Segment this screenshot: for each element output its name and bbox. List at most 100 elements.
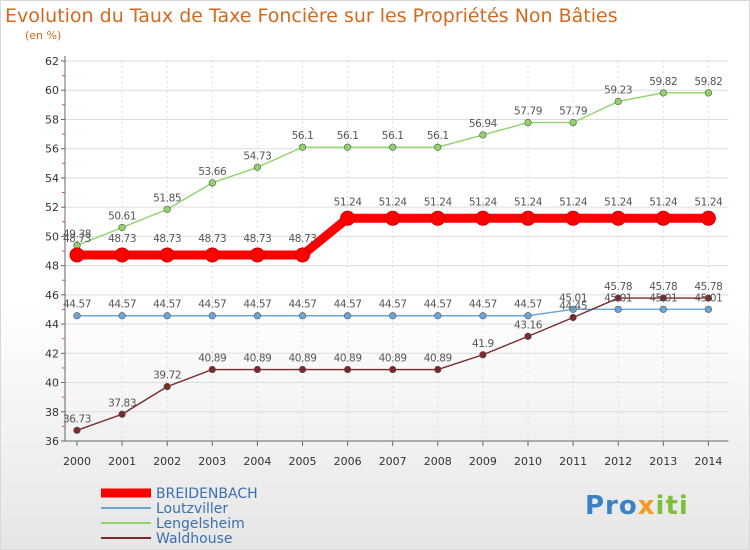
data-label-loutzviller-2008: 44.57 — [424, 299, 452, 311]
x-tick-label-2012: 2012 — [604, 455, 632, 468]
point-loutzviller-2002 — [163, 312, 171, 320]
point-lengelsheim-2001 — [118, 223, 126, 232]
point-breidenbach-2003 — [204, 247, 220, 263]
data-label-waldhouse-2006: 40.89 — [334, 353, 362, 365]
data-label-lengelsheim-2009: 56.94 — [469, 118, 498, 130]
y-tick-label-60: 60 — [45, 84, 59, 97]
data-label-loutzviller-2014: 45.01 — [694, 292, 722, 304]
x-tick-label-2001: 2001 — [108, 455, 136, 468]
data-label-loutzviller-2007: 44.57 — [379, 299, 407, 311]
data-label-lengelsheim-2004: 54.73 — [243, 150, 271, 162]
point-breidenbach-2001 — [114, 247, 130, 263]
point-waldhouse-2013 — [659, 294, 667, 302]
y-tick-label-42: 42 — [45, 347, 59, 360]
x-tick-label-2007: 2007 — [379, 455, 407, 468]
data-label-loutzviller-2003: 44.57 — [198, 299, 226, 311]
y-tick-label-54: 54 — [45, 172, 59, 185]
point-waldhouse-2006 — [344, 365, 352, 374]
data-label-breidenbach-2007: 51.24 — [379, 196, 408, 208]
point-loutzviller-2008 — [434, 312, 442, 320]
data-label-waldhouse-2000: 36.73 — [63, 413, 91, 425]
point-loutzviller-2004 — [253, 312, 261, 320]
data-label-breidenbach-2014: 51.24 — [694, 196, 723, 208]
point-lengelsheim-2005 — [298, 143, 307, 151]
point-lengelsheim-2012 — [614, 97, 622, 106]
point-waldhouse-2003 — [208, 365, 216, 374]
point-lengelsheim-2011 — [569, 118, 577, 127]
point-loutzviller-2005 — [298, 312, 307, 320]
data-label-breidenbach-2010: 51.24 — [514, 196, 543, 208]
data-label-breidenbach-2002: 48.73 — [153, 233, 181, 245]
data-label-lengelsheim-2000: 49.38 — [63, 228, 91, 240]
y-tick-label-38: 38 — [45, 406, 59, 419]
point-waldhouse-2009 — [479, 351, 487, 359]
y-tick-label-46: 46 — [45, 289, 59, 302]
data-label-lengelsheim-2007: 56.1 — [382, 130, 404, 142]
data-label-loutzviller-2009: 44.57 — [469, 299, 497, 311]
point-lengelsheim-2009 — [479, 131, 487, 139]
x-tick-label-2010: 2010 — [514, 455, 542, 468]
data-label-loutzviller-2000: 44.57 — [63, 299, 91, 311]
point-breidenbach-2008 — [430, 210, 446, 226]
data-label-breidenbach-2005: 48.73 — [288, 233, 316, 245]
point-lengelsheim-2013 — [659, 89, 667, 97]
data-label-loutzviller-2002: 44.57 — [153, 299, 181, 311]
y-tick-label-36: 36 — [45, 435, 59, 448]
chart-subtitle: (en %) — [25, 29, 62, 42]
point-breidenbach-2014 — [700, 210, 716, 226]
data-label-loutzviller-2001: 44.57 — [108, 299, 136, 311]
point-breidenbach-2007 — [385, 210, 401, 226]
point-breidenbach-2011 — [565, 210, 581, 226]
x-tick-label-2009: 2009 — [469, 455, 497, 468]
x-tick-label-2000: 2000 — [63, 455, 91, 468]
legend-label-loutzviller: Loutzviller — [156, 501, 228, 517]
chart-title: Evolution du Taux de Taxe Foncière sur l… — [5, 5, 618, 27]
point-lengelsheim-2003 — [208, 179, 216, 187]
point-waldhouse-2004 — [253, 365, 261, 374]
data-label-breidenbach-2001: 48.73 — [108, 233, 136, 245]
data-label-breidenbach-2000: 48.73 — [63, 233, 91, 245]
point-lengelsheim-2004 — [253, 163, 261, 171]
point-breidenbach-2006 — [340, 210, 356, 226]
data-label-lengelsheim-2003: 53.66 — [198, 166, 227, 178]
legend-label-lengelsheim: Lengelsheim — [156, 516, 245, 532]
point-waldhouse-2001 — [118, 410, 126, 418]
point-breidenbach-2004 — [249, 247, 265, 263]
y-tick-label-48: 48 — [45, 260, 59, 273]
data-label-waldhouse-2009: 41.9 — [472, 338, 494, 350]
data-label-waldhouse-2002: 39.72 — [153, 370, 181, 382]
point-loutzviller-2003 — [208, 312, 216, 320]
data-label-lengelsheim-2013: 59.82 — [649, 76, 677, 88]
data-label-waldhouse-2014: 45.78 — [694, 281, 722, 293]
data-label-waldhouse-2010: 43.16 — [514, 319, 543, 331]
point-breidenbach-2013 — [655, 210, 671, 226]
data-label-lengelsheim-2011: 57.79 — [559, 106, 587, 118]
proxiti-logo: Proxiti — [585, 491, 689, 521]
data-label-waldhouse-2007: 40.89 — [379, 353, 407, 365]
point-lengelsheim-2010 — [524, 118, 532, 127]
y-tick-label-40: 40 — [45, 377, 59, 390]
point-loutzviller-2000 — [73, 312, 81, 320]
x-tick-label-2005: 2005 — [289, 455, 317, 468]
data-label-loutzviller-2010: 44.57 — [514, 299, 542, 311]
y-tick-label-56: 56 — [45, 143, 59, 156]
x-tick-label-2013: 2013 — [649, 455, 677, 468]
x-tick-label-2002: 2002 — [153, 455, 181, 468]
point-waldhouse-2000 — [73, 426, 81, 434]
data-label-loutzviller-2004: 44.57 — [243, 299, 271, 311]
y-tick-label-50: 50 — [45, 230, 59, 243]
point-breidenbach-2005 — [295, 247, 310, 263]
data-label-loutzviller-2006: 44.57 — [334, 299, 362, 311]
data-label-breidenbach-2004: 48.73 — [243, 233, 271, 245]
point-loutzviller-2007 — [389, 312, 397, 320]
data-label-waldhouse-2013: 45.78 — [649, 281, 677, 293]
data-label-breidenbach-2003: 48.73 — [198, 233, 226, 245]
legend-label-waldhouse: Waldhouse — [156, 531, 233, 547]
data-label-waldhouse-2011: 44.45 — [559, 301, 587, 313]
data-label-loutzviller-2013: 45.01 — [649, 292, 677, 304]
data-label-breidenbach-2011: 51.24 — [559, 196, 588, 208]
x-tick-label-2004: 2004 — [243, 455, 271, 468]
point-waldhouse-2010 — [524, 332, 532, 340]
